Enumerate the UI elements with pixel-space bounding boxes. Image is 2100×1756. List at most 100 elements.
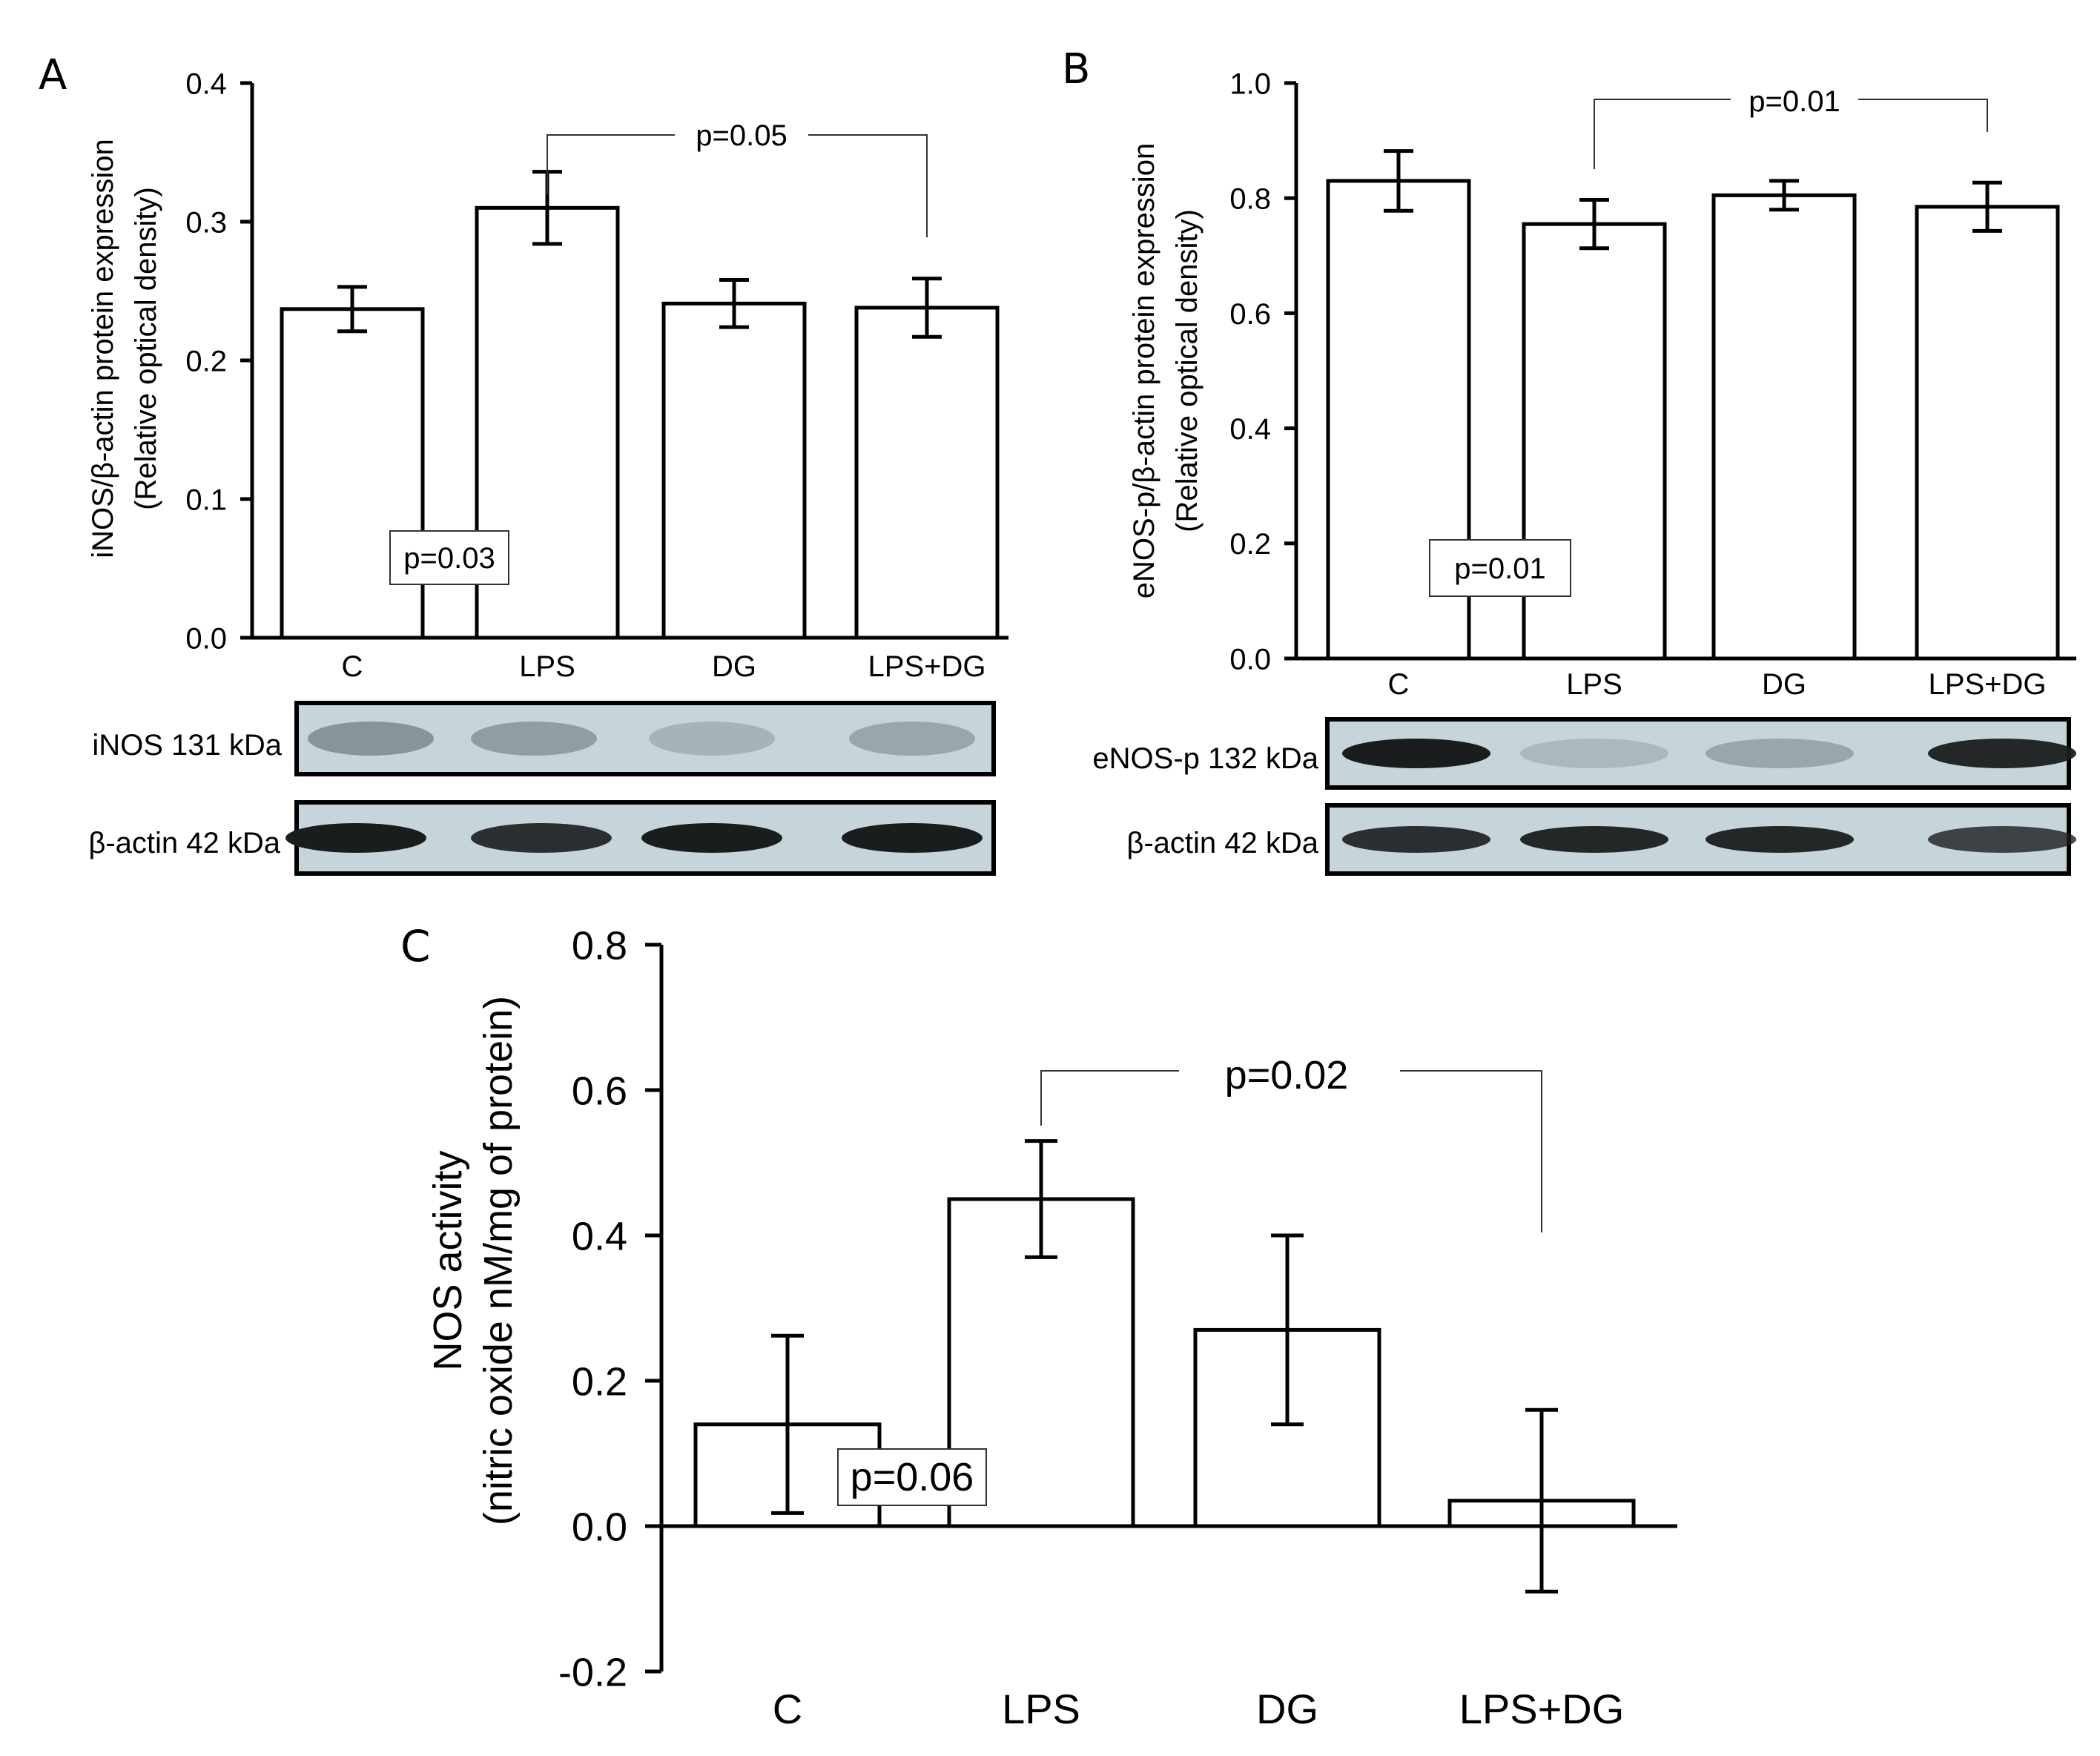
panel-b-blot-band: [1928, 826, 2076, 853]
panel-a-y-tick-label: 0.0: [185, 622, 227, 655]
panel-a-pvalue-box-label: p=0.03: [403, 542, 495, 575]
panel-b-blot-band: [1706, 739, 1854, 768]
panel-a: A iNOS/β-actin protein expression (Relat…: [39, 51, 1008, 876]
panel-c-category-label: C: [773, 1686, 802, 1732]
panel-c: C NOS activity (nitric oxide nM/mg of pr…: [400, 921, 1677, 1732]
panel-a-bar-dg: [661, 301, 807, 640]
panel-b-y-tick-label: 0.0: [1229, 643, 1271, 676]
panel-b-bracket-right: [1858, 99, 1988, 132]
panel-c-category-label: LPS: [1002, 1686, 1080, 1732]
panel-c-y-tick-label: 0.8: [572, 923, 627, 968]
panel-a-category-label: C: [342, 650, 363, 683]
panel-a-bar-c: [280, 307, 425, 640]
panel-b-y-tick-label: 1.0: [1229, 67, 1271, 100]
panel-c-bracket-right: [1400, 1070, 1542, 1232]
panel-a-error-bar: [719, 278, 749, 329]
panel-b-pvalue-box-label: p=0.01: [1454, 552, 1545, 585]
panel-b-pvalue-box: [1429, 539, 1571, 597]
panel-a-blot2-label: β-actin 42 kDa: [88, 827, 280, 859]
panel-c-y-tick-label: 0.0: [572, 1505, 627, 1549]
panel-a-category-label: LPS+DG: [868, 650, 986, 683]
panel-b-category-label: LPS+DG: [1929, 668, 2047, 701]
panel-c-error-bar: [1525, 1407, 1558, 1594]
panel-b-blot1-label: eNOS-p 132 kDa: [1092, 742, 1318, 775]
panel-a-letter: A: [39, 51, 67, 99]
panel-c-y-tick-label: 0.6: [572, 1069, 627, 1113]
panel-a-blot1-label: iNOS 131 kDa: [92, 729, 282, 762]
panel-a-blot-band: [471, 722, 597, 756]
panel-b-letter: B: [1062, 45, 1090, 93]
panel-b-blot-band: [1520, 739, 1668, 768]
panel-a-blot-band: [308, 722, 434, 756]
panel-a-bracket-label: p=0.05: [696, 119, 787, 152]
panel-b-blot-band: [1520, 826, 1668, 853]
panel-c-y-tick-label: -0.2: [558, 1650, 627, 1694]
panel-b-y-tick-label: 0.6: [1229, 298, 1271, 331]
panel-a-blot-band: [471, 823, 612, 853]
panel-b: B eNOS-p/β-actin protein expression (Rel…: [1062, 45, 2076, 876]
panel-c-pvalue-box: [837, 1448, 987, 1506]
panel-a-y-tick-label: 0.4: [185, 67, 227, 100]
panel-c-plot: -0.2 0.0 0.2 0.4 0.6 0.8 C LPS DG LPS+DG p=0.02 p=0…: [558, 923, 1677, 1732]
panel-c-bracket-label: p=0.02: [1225, 1053, 1349, 1098]
panel-b-blot2-label: β-actin 42 kDa: [1126, 827, 1318, 859]
panel-c-category-label: DG: [1256, 1686, 1318, 1732]
panel-c-error-bar: [1271, 1233, 1304, 1427]
panel-b-category-label: DG: [1762, 668, 1806, 701]
panel-c-bracket-left: [1040, 1070, 1179, 1126]
panel-b-plot: 0.0 0.2 0.4 0.6 0.8 1.0 C LPS DG LPS+DG p=0.01 p=0.…: [1229, 67, 2076, 701]
panel-a-blot-band: [649, 722, 775, 756]
panel-b-bracket-label: p=0.01: [1749, 85, 1840, 118]
panel-b-bar-dg: [1711, 193, 1857, 661]
panel-a-blot-band: [641, 823, 782, 853]
panel-a-blot-strip-1: [294, 701, 996, 776]
panel-c-y-tick-label: 0.2: [572, 1359, 627, 1404]
panel-c-letter: C: [400, 921, 431, 971]
panel-b-bracket-left: [1594, 99, 1731, 169]
panel-a-y-tick-label: 0.2: [185, 345, 227, 377]
panel-a-blot-strip-2: [285, 800, 996, 876]
panel-a-y-tick-label: 0.1: [185, 483, 227, 516]
panel-b-blot-band: [1342, 739, 1490, 768]
panel-b-blot-band: [1928, 739, 2076, 768]
panel-b-blot-strip-2: [1325, 803, 2076, 876]
panel-a-bracket-right: [808, 134, 928, 237]
panel-a-bar-lps-dg: [854, 306, 1000, 640]
panel-a-pvalue-box: [389, 530, 509, 585]
panel-a-ylabel-line1: iNOS/β-actin protein expression: [87, 139, 119, 558]
panel-a-ylabel-line2: (Relative optical density): [130, 187, 162, 510]
panel-a-blot-band: [849, 722, 975, 756]
panel-a-bracket-left: [547, 134, 675, 194]
panel-c-y-tick-label: 0.4: [572, 1214, 627, 1258]
panel-a-blot-band: [842, 823, 983, 853]
panel-a-category-label: DG: [712, 650, 756, 683]
panel-a-error-bar: [337, 285, 367, 334]
panel-b-error-bar: [1972, 180, 2002, 233]
panel-b-blot-band: [1706, 826, 1854, 853]
panel-b-blot-band: [1342, 826, 1490, 853]
panel-c-error-bar: [771, 1333, 804, 1515]
panel-c-category-label: LPS+DG: [1459, 1686, 1625, 1732]
panel-b-blot-strip-1: [1325, 717, 2076, 790]
panel-b-error-bar: [1579, 198, 1609, 251]
panel-b-category-label: LPS: [1566, 668, 1622, 701]
panel-a-blot-frame: [294, 701, 996, 776]
panel-b-error-bar: [1384, 149, 1413, 213]
panel-b-bar-lps-dg: [1915, 205, 2060, 661]
panel-c-ylabel-line2: (nitric oxide nM/mg of protein): [476, 996, 521, 1525]
panel-c-ylabel-line1: NOS activity: [426, 1150, 470, 1370]
panel-b-error-bar: [1769, 179, 1799, 212]
panel-b-ylabel-line1: eNOS-p/β-actin protein expression: [1128, 143, 1160, 598]
panel-a-error-bar: [912, 277, 942, 339]
panel-a-blots: [285, 701, 996, 876]
panel-b-category-label: C: [1388, 668, 1410, 701]
panel-a-y-tick-label: 0.3: [185, 206, 227, 239]
panel-a-plot: 0.0 0.1 0.2 0.3 0.4 C LPS DG LPS+DG p=0.05 p=0.03: [185, 67, 1008, 683]
panel-b-y-tick-label: 0.8: [1229, 183, 1271, 216]
panel-b-blots: [1325, 717, 2076, 876]
panel-b-ylabel-line2: (Relative optical density): [1171, 209, 1203, 532]
panel-c-error-bar: [1025, 1139, 1057, 1259]
panel-c-pvalue-box-label: p=0.06: [851, 1455, 974, 1499]
panel-b-y-tick-label: 0.4: [1229, 413, 1271, 446]
